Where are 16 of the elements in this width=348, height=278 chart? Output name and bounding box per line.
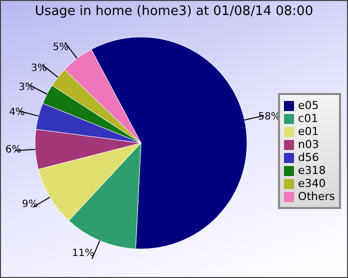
legend-label: d56 [298, 151, 320, 164]
data-label: 4% [9, 106, 25, 118]
data-label: 3% [31, 63, 47, 74]
data-label: 3% [18, 82, 35, 94]
data-label: 5% [52, 42, 69, 53]
legend-label: e01 [298, 125, 319, 138]
chart-title: Usage in home (home3) at 01/08/14 08:00 [34, 3, 314, 21]
legend-label: e318 [298, 164, 326, 177]
legend-label: e340 [298, 177, 326, 190]
slice-label: e05 [298, 99, 319, 112]
legend-label: Others [298, 190, 335, 203]
data-label: 11% [72, 248, 94, 260]
data-label: 9% [22, 198, 38, 210]
legend-label: c01 [298, 112, 318, 125]
data-label: 6% [5, 144, 22, 156]
legend-label: n03 [298, 138, 319, 151]
